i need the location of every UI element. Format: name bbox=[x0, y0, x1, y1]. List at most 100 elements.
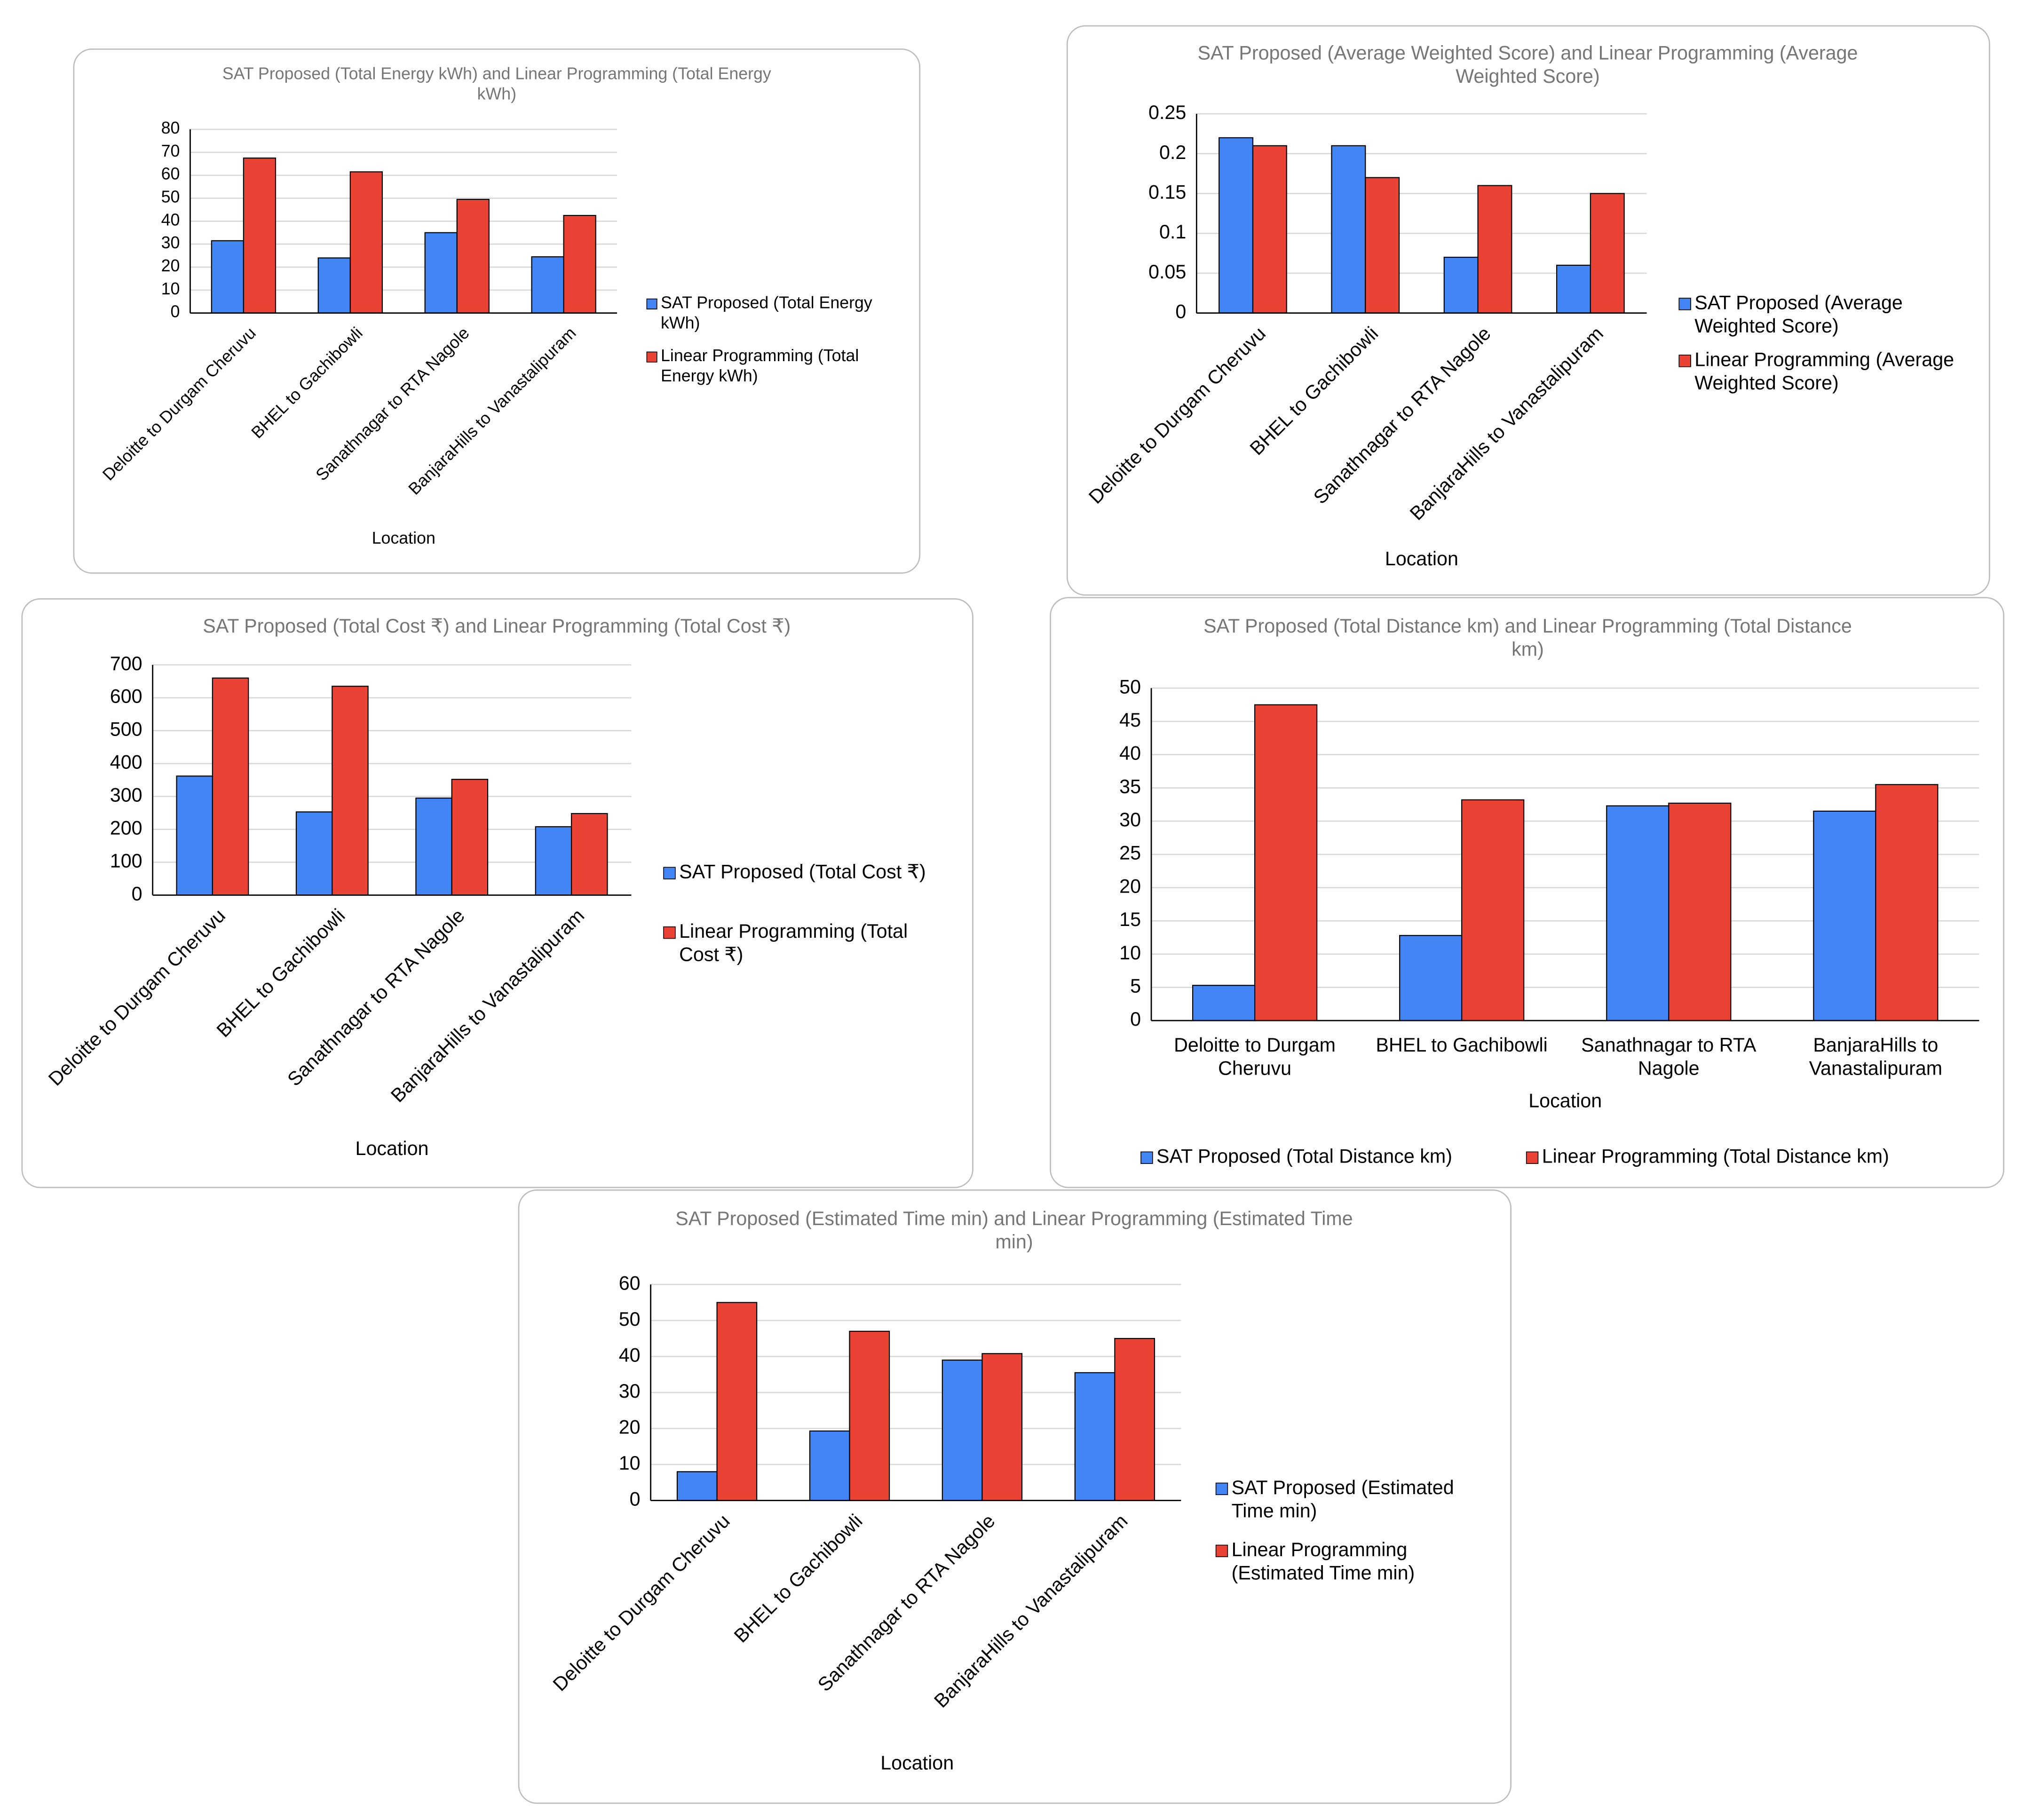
bar bbox=[676, 1471, 718, 1501]
bar bbox=[295, 811, 333, 896]
y-tick-label: 30 bbox=[619, 1380, 641, 1402]
y-tick-label: 25 bbox=[1119, 842, 1141, 864]
bar bbox=[332, 686, 369, 896]
bar bbox=[531, 256, 564, 314]
bar bbox=[1252, 145, 1287, 314]
bar bbox=[349, 171, 383, 314]
y-tick-label: 80 bbox=[161, 119, 180, 137]
y-tick-label: 70 bbox=[161, 142, 180, 160]
bar bbox=[849, 1330, 890, 1501]
bar bbox=[317, 257, 351, 314]
chart-frame bbox=[1066, 25, 1990, 596]
bar bbox=[456, 198, 490, 314]
chart-title: SAT Proposed (Total Distance km) and Lin… bbox=[1203, 615, 1852, 660]
bar bbox=[1219, 137, 1254, 314]
x-axis-label: Location bbox=[1385, 548, 1458, 570]
y-tick-label: 10 bbox=[1119, 942, 1141, 964]
y-tick-label: 60 bbox=[161, 165, 180, 183]
y-tick-label: 20 bbox=[161, 256, 180, 275]
chart-title: SAT Proposed (Average Weighted Score) an… bbox=[1197, 42, 1858, 87]
y-tick-label: 100 bbox=[110, 850, 142, 871]
legend-swatch bbox=[646, 298, 657, 309]
chart-frame bbox=[73, 48, 921, 574]
legend-swatch bbox=[1678, 355, 1691, 367]
bar bbox=[1590, 193, 1625, 314]
bar bbox=[1875, 784, 1939, 1021]
bar bbox=[1461, 799, 1525, 1021]
y-tick-label: 30 bbox=[1119, 809, 1141, 831]
legend-swatch bbox=[663, 867, 676, 879]
x-axis-label: Location bbox=[880, 1752, 954, 1774]
x-tick-label: Sanathnagar to RTA Nagole bbox=[1581, 1034, 1757, 1079]
legend-swatch bbox=[1140, 1151, 1153, 1164]
bar bbox=[1606, 805, 1670, 1021]
y-tick-label: 40 bbox=[161, 211, 180, 229]
y-tick-label: 60 bbox=[619, 1272, 641, 1294]
bar bbox=[981, 1353, 1023, 1501]
chart: SAT Proposed (Average Weighted Score) an… bbox=[1066, 25, 1990, 596]
legend-swatch bbox=[646, 351, 657, 363]
y-tick-label: 0.1 bbox=[1159, 221, 1186, 243]
y-tick-label: 50 bbox=[1119, 676, 1141, 697]
y-tick-label: 0.15 bbox=[1148, 181, 1186, 203]
legend-swatch bbox=[663, 926, 676, 939]
bar bbox=[809, 1430, 850, 1501]
bar bbox=[563, 215, 596, 314]
y-tick-label: 50 bbox=[619, 1308, 641, 1330]
x-axis-label: Location bbox=[372, 529, 435, 547]
y-tick-label: 600 bbox=[110, 686, 142, 707]
bar bbox=[1192, 985, 1256, 1021]
bar bbox=[1331, 145, 1366, 314]
legend-label: SAT Proposed (Total Cost ₹) bbox=[679, 861, 926, 883]
y-tick-label: 20 bbox=[1119, 875, 1141, 897]
legend-label: SAT Proposed (Total Distance km) bbox=[1156, 1146, 1452, 1167]
bar bbox=[176, 775, 213, 896]
legend-label: SAT Proposed (Estimated Time min) bbox=[1232, 1477, 1454, 1522]
y-tick-label: 700 bbox=[110, 653, 142, 674]
chart: SAT Proposed (Total Cost ₹) and Linear P… bbox=[21, 598, 973, 1188]
y-tick-label: 30 bbox=[161, 234, 180, 253]
legend-label: Linear Programming (Estimated Time min) bbox=[1232, 1539, 1415, 1584]
legend-swatch bbox=[1678, 298, 1691, 310]
y-tick-label: 35 bbox=[1119, 775, 1141, 797]
legend-label: SAT Proposed (Total Energy kWh) bbox=[661, 293, 872, 332]
legend-swatch bbox=[1526, 1151, 1539, 1164]
chart-title: SAT Proposed (Estimated Time min) and Li… bbox=[675, 1208, 1353, 1253]
chart: SAT Proposed (Total Distance km) and Lin… bbox=[1050, 597, 2005, 1188]
x-axis-label: Location bbox=[1528, 1090, 1602, 1111]
y-tick-label: 400 bbox=[110, 751, 142, 773]
y-tick-label: 200 bbox=[110, 817, 142, 839]
y-tick-label: 0.2 bbox=[1159, 142, 1186, 163]
legend-label: Linear Programming (Total Cost ₹) bbox=[679, 920, 908, 965]
bar bbox=[212, 677, 249, 896]
bar bbox=[1254, 704, 1318, 1021]
chart-title: SAT Proposed (Total Cost ₹) and Linear P… bbox=[203, 615, 791, 637]
y-tick-label: 40 bbox=[619, 1344, 641, 1366]
chart-frame bbox=[21, 598, 973, 1188]
bar bbox=[716, 1302, 758, 1501]
x-tick-label: BHEL to Gachibowli bbox=[1376, 1034, 1548, 1056]
bar bbox=[1556, 264, 1591, 314]
legend-swatch bbox=[1215, 1482, 1228, 1496]
bar bbox=[1365, 177, 1400, 314]
y-tick-label: 10 bbox=[161, 279, 180, 298]
bar bbox=[1443, 256, 1479, 314]
bar bbox=[942, 1359, 983, 1501]
y-tick-label: 0.25 bbox=[1148, 102, 1186, 123]
bar bbox=[1668, 802, 1732, 1021]
legend-label: Linear Programming (Average Weighted Scor… bbox=[1694, 348, 1954, 394]
y-tick-label: 0 bbox=[171, 302, 180, 321]
chart: SAT Proposed (Estimated Time min) and Li… bbox=[518, 1189, 1512, 1804]
bar bbox=[243, 157, 277, 314]
x-tick-label: Deloitte to Durgam Cheruvu bbox=[1174, 1034, 1336, 1079]
legend-label: Linear Programming (Total Distance km) bbox=[1542, 1146, 1889, 1167]
x-axis-label: Location bbox=[356, 1138, 429, 1159]
y-tick-label: 50 bbox=[161, 188, 180, 206]
bar bbox=[1399, 935, 1463, 1021]
bar bbox=[415, 797, 452, 896]
y-tick-label: 45 bbox=[1119, 709, 1141, 731]
y-tick-label: 5 bbox=[1130, 975, 1141, 997]
legend-label: SAT Proposed (Average Weighted Score) bbox=[1694, 292, 1903, 337]
bar bbox=[1074, 1372, 1116, 1501]
